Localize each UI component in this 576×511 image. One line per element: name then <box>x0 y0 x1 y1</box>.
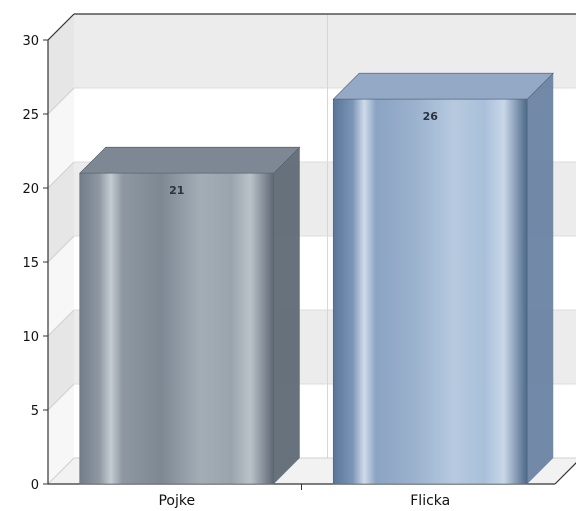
side-wall-band <box>48 162 74 262</box>
bar-side-face <box>273 147 300 484</box>
gridline-side <box>47 161 75 189</box>
y-tick-label: 15 <box>22 256 39 271</box>
side-wall-band <box>48 88 74 188</box>
x-axis-depth-line <box>554 462 576 485</box>
y-tick-label: 30 <box>22 34 39 49</box>
bar-front-face <box>79 172 275 485</box>
y-tick-label: 20 <box>22 182 39 197</box>
x-axis-labels: Pojke Flicka <box>158 493 450 509</box>
x-category-label: Flicka <box>410 493 450 509</box>
gridline-side <box>47 87 75 115</box>
bars: 21 26 <box>79 72 554 485</box>
side-wall-band <box>48 236 74 336</box>
gridline-side <box>47 309 75 337</box>
y-tick-label: 0 <box>31 478 39 493</box>
gridline-side <box>47 383 75 411</box>
side-wall-band <box>48 14 74 114</box>
side-wall-band <box>48 310 74 410</box>
gridline-side <box>47 235 75 263</box>
bar-top-face <box>79 146 301 174</box>
x-category-label: Pojke <box>158 493 195 509</box>
y-axis-ticks: 0 5 10 15 20 25 30 <box>22 34 48 493</box>
y-tick-label: 25 <box>22 108 39 123</box>
bar-flicka: 26 <box>332 72 554 485</box>
y-axis-depth-line <box>47 13 75 41</box>
side-wall-band <box>48 384 74 484</box>
bar-top-face <box>332 72 554 100</box>
data-label: 21 <box>169 184 184 197</box>
bar-front-face <box>332 98 528 485</box>
y-tick-label: 5 <box>31 404 39 419</box>
data-label: 26 <box>423 110 439 123</box>
bar-pojke: 21 <box>79 146 301 485</box>
bar-side-face <box>527 73 554 484</box>
gridline-side <box>47 457 75 485</box>
y-tick-label: 10 <box>22 330 39 345</box>
